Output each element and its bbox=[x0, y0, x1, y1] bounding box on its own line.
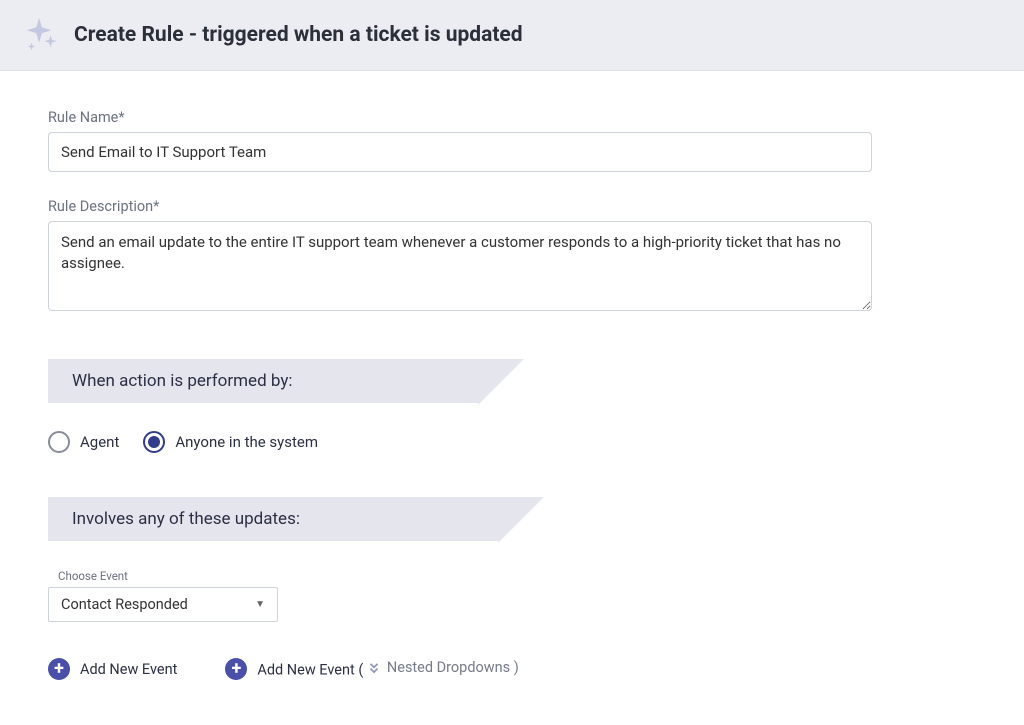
radio-label: Anyone in the system bbox=[175, 433, 318, 451]
radio-label: Agent bbox=[80, 433, 119, 451]
radio-icon bbox=[48, 431, 70, 453]
event-select-block: Choose Event Contact Responded ▼ bbox=[48, 569, 872, 622]
choose-event-label: Choose Event bbox=[58, 569, 872, 583]
page-title: Create Rule - triggered when a ticket is… bbox=[74, 23, 523, 47]
plus-icon: + bbox=[225, 658, 247, 680]
add-new-event-button[interactable]: + Add New Event bbox=[48, 658, 177, 680]
radio-icon-selected bbox=[143, 431, 165, 453]
page-header: Create Rule - triggered when a ticket is… bbox=[0, 0, 1024, 71]
rule-name-block: Rule Name* bbox=[48, 109, 872, 172]
rule-description-block: Rule Description* Send an email update t… bbox=[48, 198, 872, 315]
add-event-label: Add New Event bbox=[80, 661, 177, 678]
plus-icon: + bbox=[48, 658, 70, 680]
performed-by-options: Agent Anyone in the system bbox=[48, 431, 872, 453]
event-select-value: Contact Responded bbox=[61, 596, 188, 613]
double-chevron-down-icon bbox=[367, 661, 381, 675]
radio-option-agent[interactable]: Agent bbox=[48, 431, 119, 453]
event-select[interactable]: Contact Responded ▼ bbox=[48, 587, 278, 622]
rule-description-label: Rule Description* bbox=[48, 198, 872, 215]
rule-name-label: Rule Name* bbox=[48, 109, 872, 126]
rule-description-input[interactable]: Send an email update to the entire IT su… bbox=[48, 221, 872, 311]
performed-by-heading: When action is performed by: bbox=[48, 359, 478, 403]
rule-name-input[interactable] bbox=[48, 132, 872, 172]
add-new-event-nested-button[interactable]: + Add New Event ( Nested Dropdowns ) bbox=[225, 658, 518, 680]
sparkle-icon bbox=[22, 16, 60, 54]
radio-option-anyone[interactable]: Anyone in the system bbox=[143, 431, 318, 453]
chevron-down-icon: ▼ bbox=[255, 599, 265, 610]
updates-heading: Involves any of these updates: bbox=[48, 497, 498, 541]
add-event-nested-label: Add New Event ( Nested Dropdowns ) bbox=[257, 659, 518, 679]
